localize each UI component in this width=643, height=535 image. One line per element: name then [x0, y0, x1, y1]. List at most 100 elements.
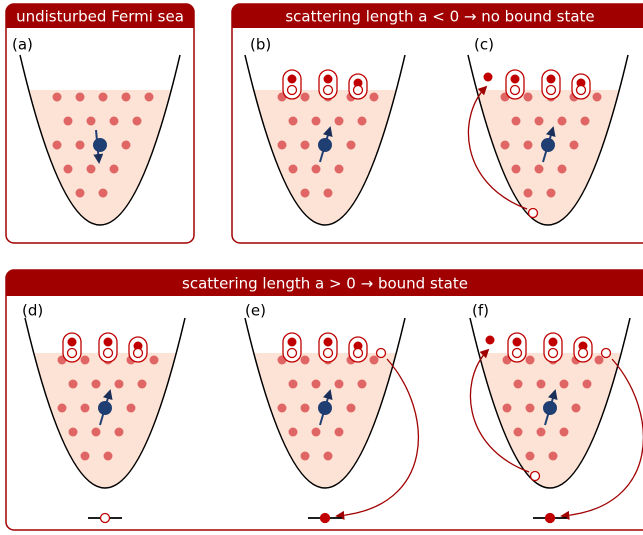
fermion — [500, 140, 510, 150]
fermion — [98, 188, 108, 198]
fermion — [288, 164, 298, 174]
fermion — [559, 379, 569, 389]
fermion — [369, 355, 379, 365]
fermion — [80, 355, 90, 365]
fermion — [91, 427, 101, 437]
particle — [287, 74, 297, 84]
spin — [319, 389, 333, 426]
hole — [547, 347, 559, 359]
fermion — [534, 164, 544, 174]
fermion — [114, 427, 124, 437]
excitation-arrow — [469, 348, 530, 473]
fermion — [103, 451, 113, 461]
fermion — [502, 403, 512, 413]
particle — [548, 337, 558, 347]
box-title: undisturbed Fermi sea — [16, 8, 184, 26]
panel-label: (f) — [472, 302, 489, 320]
fermion — [63, 116, 73, 126]
fermion — [594, 355, 604, 365]
hole — [529, 470, 541, 482]
spin — [542, 126, 556, 163]
box-title: scattering length a < 0 → no bound state — [285, 8, 594, 26]
fermion — [557, 164, 567, 174]
fermion — [523, 188, 533, 198]
parabola — [24, 317, 186, 489]
excitation-arrow — [335, 358, 420, 520]
fermion — [592, 92, 602, 102]
fermion — [52, 92, 62, 102]
hole — [286, 84, 298, 96]
fermion — [57, 403, 67, 413]
fermion — [300, 451, 310, 461]
hole — [352, 84, 364, 96]
fermion — [523, 140, 533, 150]
fermion — [300, 188, 310, 198]
fermion — [334, 116, 344, 126]
fermion — [357, 116, 367, 126]
particle — [323, 337, 333, 347]
fermion — [121, 140, 131, 150]
hole — [545, 84, 557, 96]
particle — [485, 335, 495, 345]
hole — [577, 347, 589, 359]
fermion — [75, 188, 85, 198]
hole — [575, 84, 587, 96]
hole — [102, 347, 114, 359]
particle — [103, 337, 113, 347]
excitation-arrow — [560, 358, 643, 520]
fermion — [334, 379, 344, 389]
fermion — [323, 451, 333, 461]
fermion — [52, 140, 62, 150]
header-bar — [6, 4, 194, 28]
fermion — [511, 116, 521, 126]
fermion — [121, 92, 131, 102]
spin — [544, 389, 558, 426]
particle — [353, 78, 363, 88]
fermion — [580, 116, 590, 126]
hole — [286, 347, 298, 359]
panel-label: (b) — [250, 36, 271, 54]
fermion — [277, 140, 287, 150]
fermion — [126, 403, 136, 413]
fermion — [98, 92, 108, 102]
fermion — [569, 140, 579, 150]
fermion — [109, 116, 119, 126]
fermion — [80, 451, 90, 461]
fermion — [149, 355, 159, 365]
fermion — [511, 164, 521, 174]
header-bar — [232, 4, 643, 28]
fermion — [369, 92, 379, 102]
hole — [375, 347, 387, 359]
hole — [66, 347, 78, 359]
excitation-arrow — [467, 85, 528, 210]
particle — [133, 341, 143, 351]
fermion — [300, 92, 310, 102]
parabola — [469, 317, 631, 489]
fermion — [523, 92, 533, 102]
fermion — [68, 427, 78, 437]
fermion — [137, 379, 147, 389]
particle — [544, 512, 556, 524]
fermion — [68, 379, 78, 389]
fermion — [536, 379, 546, 389]
fermion — [86, 164, 96, 174]
fermion — [323, 188, 333, 198]
fermion — [144, 92, 154, 102]
particle — [510, 74, 520, 84]
fermion — [546, 188, 556, 198]
fermion — [525, 451, 535, 461]
parabola — [244, 54, 406, 226]
panel-label: (a) — [12, 36, 33, 54]
fermion — [357, 379, 367, 389]
parabola — [19, 54, 181, 226]
hole — [527, 207, 539, 219]
hole — [322, 347, 334, 359]
hole — [322, 84, 334, 96]
particle — [353, 341, 363, 351]
fermion — [525, 403, 535, 413]
fermion — [300, 355, 310, 365]
fermion — [300, 403, 310, 413]
fermion — [311, 164, 321, 174]
spin — [319, 126, 333, 163]
